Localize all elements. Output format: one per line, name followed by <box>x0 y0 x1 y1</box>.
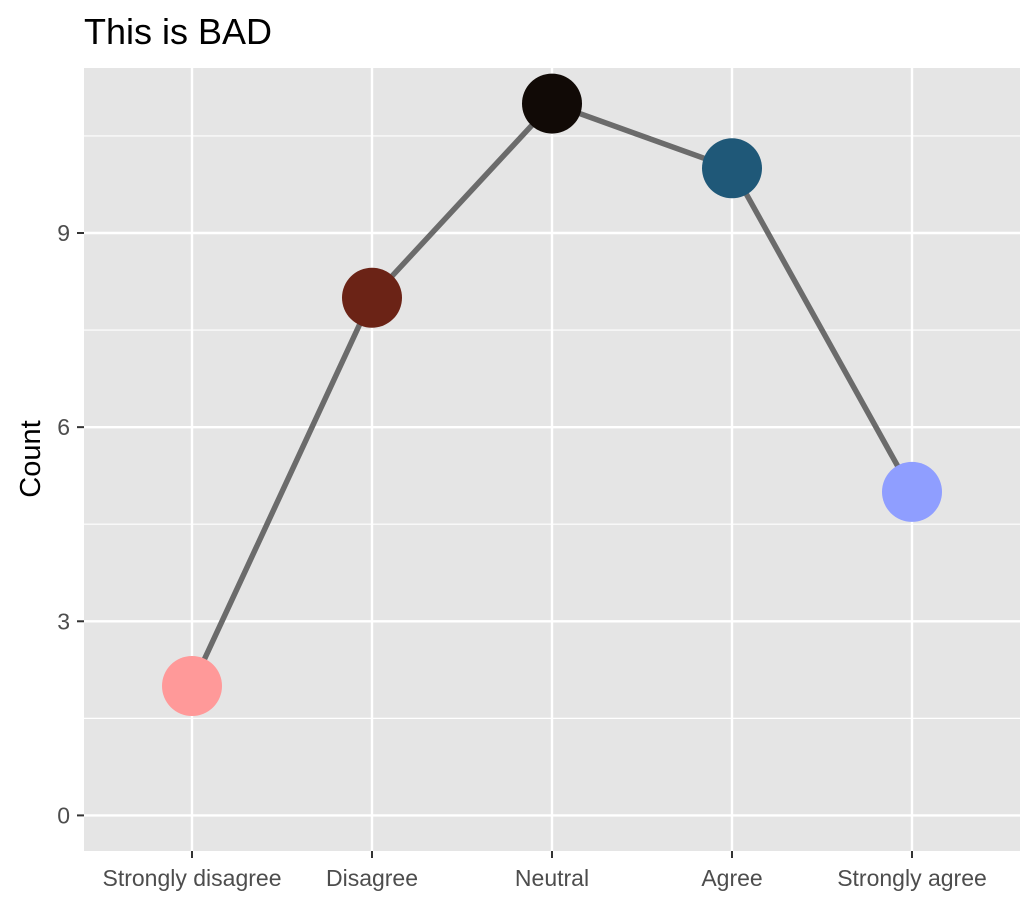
y-tick-label: 0 <box>57 802 70 828</box>
y-axis-title: Count <box>15 420 47 497</box>
x-tick-label: Strongly agree <box>837 865 987 891</box>
data-point <box>882 461 942 522</box>
data-point <box>702 138 762 199</box>
x-tick-label: Agree <box>701 865 762 891</box>
x-tick-label: Strongly disagree <box>103 865 282 891</box>
y-tick-label: 9 <box>57 220 70 246</box>
x-axis: Strongly disagree Disagree Neutral Agree Str… <box>103 851 987 891</box>
chart-title: This is BAD <box>84 11 272 52</box>
x-tick-label: Disagree <box>326 865 418 891</box>
data-point <box>342 267 402 328</box>
y-tick-label: 3 <box>57 608 70 634</box>
y-tick-label: 6 <box>57 414 70 440</box>
major-gridlines <box>84 68 1020 851</box>
x-tick-label: Neutral <box>515 865 589 891</box>
y-axis: 0 3 6 9 <box>57 220 84 828</box>
data-points <box>162 73 942 716</box>
data-point <box>162 655 222 716</box>
data-point <box>522 73 582 134</box>
